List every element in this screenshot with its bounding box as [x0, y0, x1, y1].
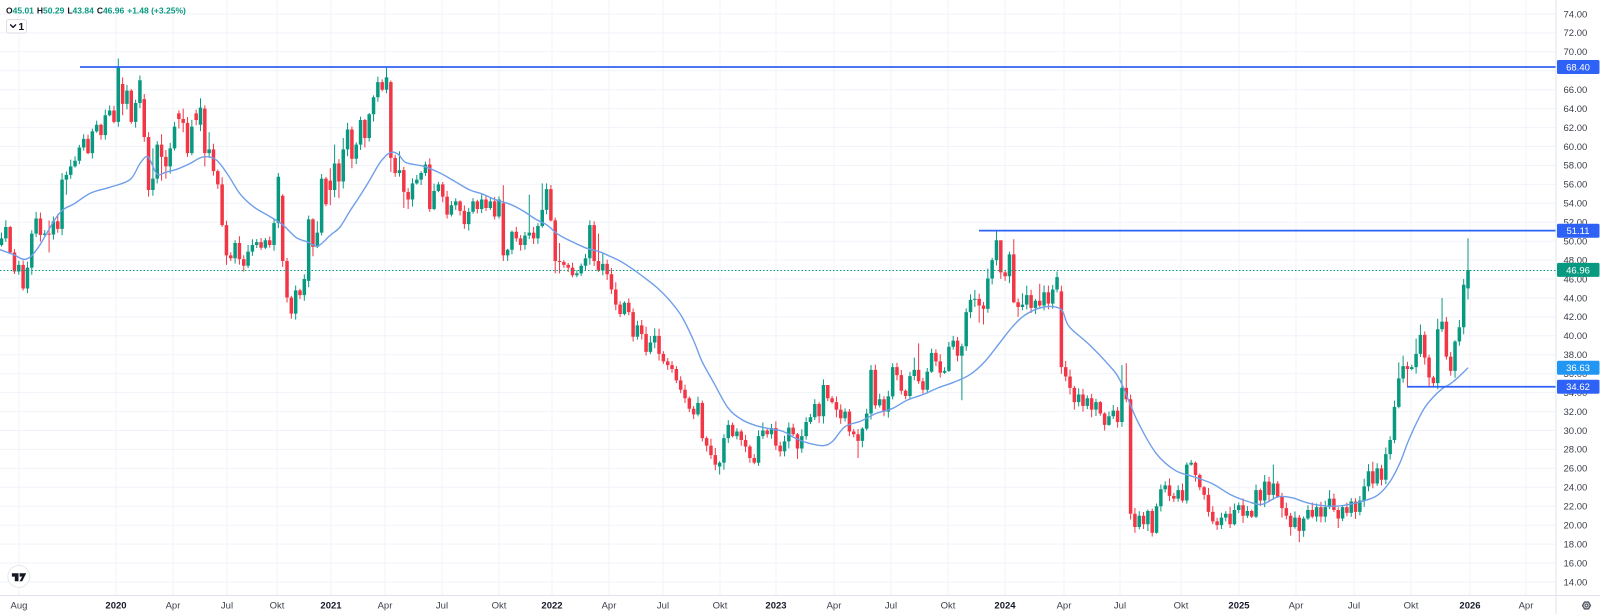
svg-text:Okt: Okt: [270, 601, 285, 612]
svg-text:24.00: 24.00: [1564, 483, 1588, 494]
svg-text:58.00: 58.00: [1564, 161, 1588, 172]
svg-text:14.00: 14.00: [1564, 577, 1588, 588]
svg-text:Apr: Apr: [1057, 601, 1072, 612]
svg-text:Apr: Apr: [166, 601, 181, 612]
svg-text:Okt: Okt: [492, 601, 507, 612]
svg-text:Jul: Jul: [221, 601, 233, 612]
svg-text:40.00: 40.00: [1564, 331, 1588, 342]
svg-text:Apr: Apr: [378, 601, 393, 612]
svg-text:Okt: Okt: [1404, 601, 1419, 612]
svg-text:Apr: Apr: [827, 601, 842, 612]
svg-text:54.00: 54.00: [1564, 199, 1588, 210]
svg-text:34.62: 34.62: [1566, 382, 1590, 393]
svg-text:Okt: Okt: [1174, 601, 1189, 612]
svg-text:2024: 2024: [994, 601, 1016, 612]
svg-text:64.00: 64.00: [1564, 104, 1588, 115]
svg-text:60.00: 60.00: [1564, 142, 1588, 153]
svg-text:2022: 2022: [541, 601, 562, 612]
svg-text:46.00: 46.00: [1564, 274, 1588, 285]
svg-text:Apr: Apr: [602, 601, 617, 612]
svg-text:Jul: Jul: [1348, 601, 1360, 612]
svg-text:2021: 2021: [320, 601, 342, 612]
svg-text:Jul: Jul: [885, 601, 897, 612]
svg-text:74.00: 74.00: [1564, 9, 1588, 20]
svg-text:66.00: 66.00: [1564, 85, 1588, 96]
svg-text:38.00: 38.00: [1564, 350, 1588, 361]
svg-text:70.00: 70.00: [1564, 47, 1588, 58]
svg-text:16.00: 16.00: [1564, 558, 1588, 569]
svg-text:26.00: 26.00: [1564, 464, 1588, 475]
svg-text:2020: 2020: [105, 601, 126, 612]
svg-text:68.40: 68.40: [1566, 62, 1590, 73]
svg-text:Okt: Okt: [941, 601, 956, 612]
svg-text:28.00: 28.00: [1564, 445, 1588, 456]
svg-text:36.63: 36.63: [1566, 363, 1590, 374]
svg-text:46.96: 46.96: [1566, 265, 1590, 276]
svg-text:Aug: Aug: [11, 601, 28, 612]
svg-text:2025: 2025: [1228, 601, 1250, 612]
svg-text:20.00: 20.00: [1564, 521, 1588, 532]
svg-text:42.00: 42.00: [1564, 312, 1588, 323]
svg-text:56.00: 56.00: [1564, 180, 1588, 191]
svg-text:1: 1: [18, 21, 24, 33]
svg-text:Jul: Jul: [1114, 601, 1126, 612]
svg-text:18.00: 18.00: [1564, 539, 1588, 550]
svg-text:Jul: Jul: [657, 601, 669, 612]
svg-text:72.00: 72.00: [1564, 28, 1588, 39]
svg-text:30.00: 30.00: [1564, 426, 1588, 437]
svg-text:52.00: 52.00: [1564, 218, 1588, 229]
svg-text:48.00: 48.00: [1564, 255, 1588, 266]
svg-text:51.11: 51.11: [1566, 226, 1589, 237]
svg-text:50.00: 50.00: [1564, 237, 1588, 248]
svg-text:Jul: Jul: [436, 601, 448, 612]
svg-text:Apr: Apr: [1519, 601, 1534, 612]
svg-text:44.00: 44.00: [1564, 293, 1588, 304]
svg-text:22.00: 22.00: [1564, 502, 1588, 513]
svg-text:62.00: 62.00: [1564, 123, 1588, 134]
svg-text:2023: 2023: [765, 601, 786, 612]
svg-text:32.00: 32.00: [1564, 407, 1588, 418]
svg-text:Okt: Okt: [713, 601, 728, 612]
svg-text:2026: 2026: [1459, 601, 1480, 612]
svg-text:Apr: Apr: [1289, 601, 1304, 612]
